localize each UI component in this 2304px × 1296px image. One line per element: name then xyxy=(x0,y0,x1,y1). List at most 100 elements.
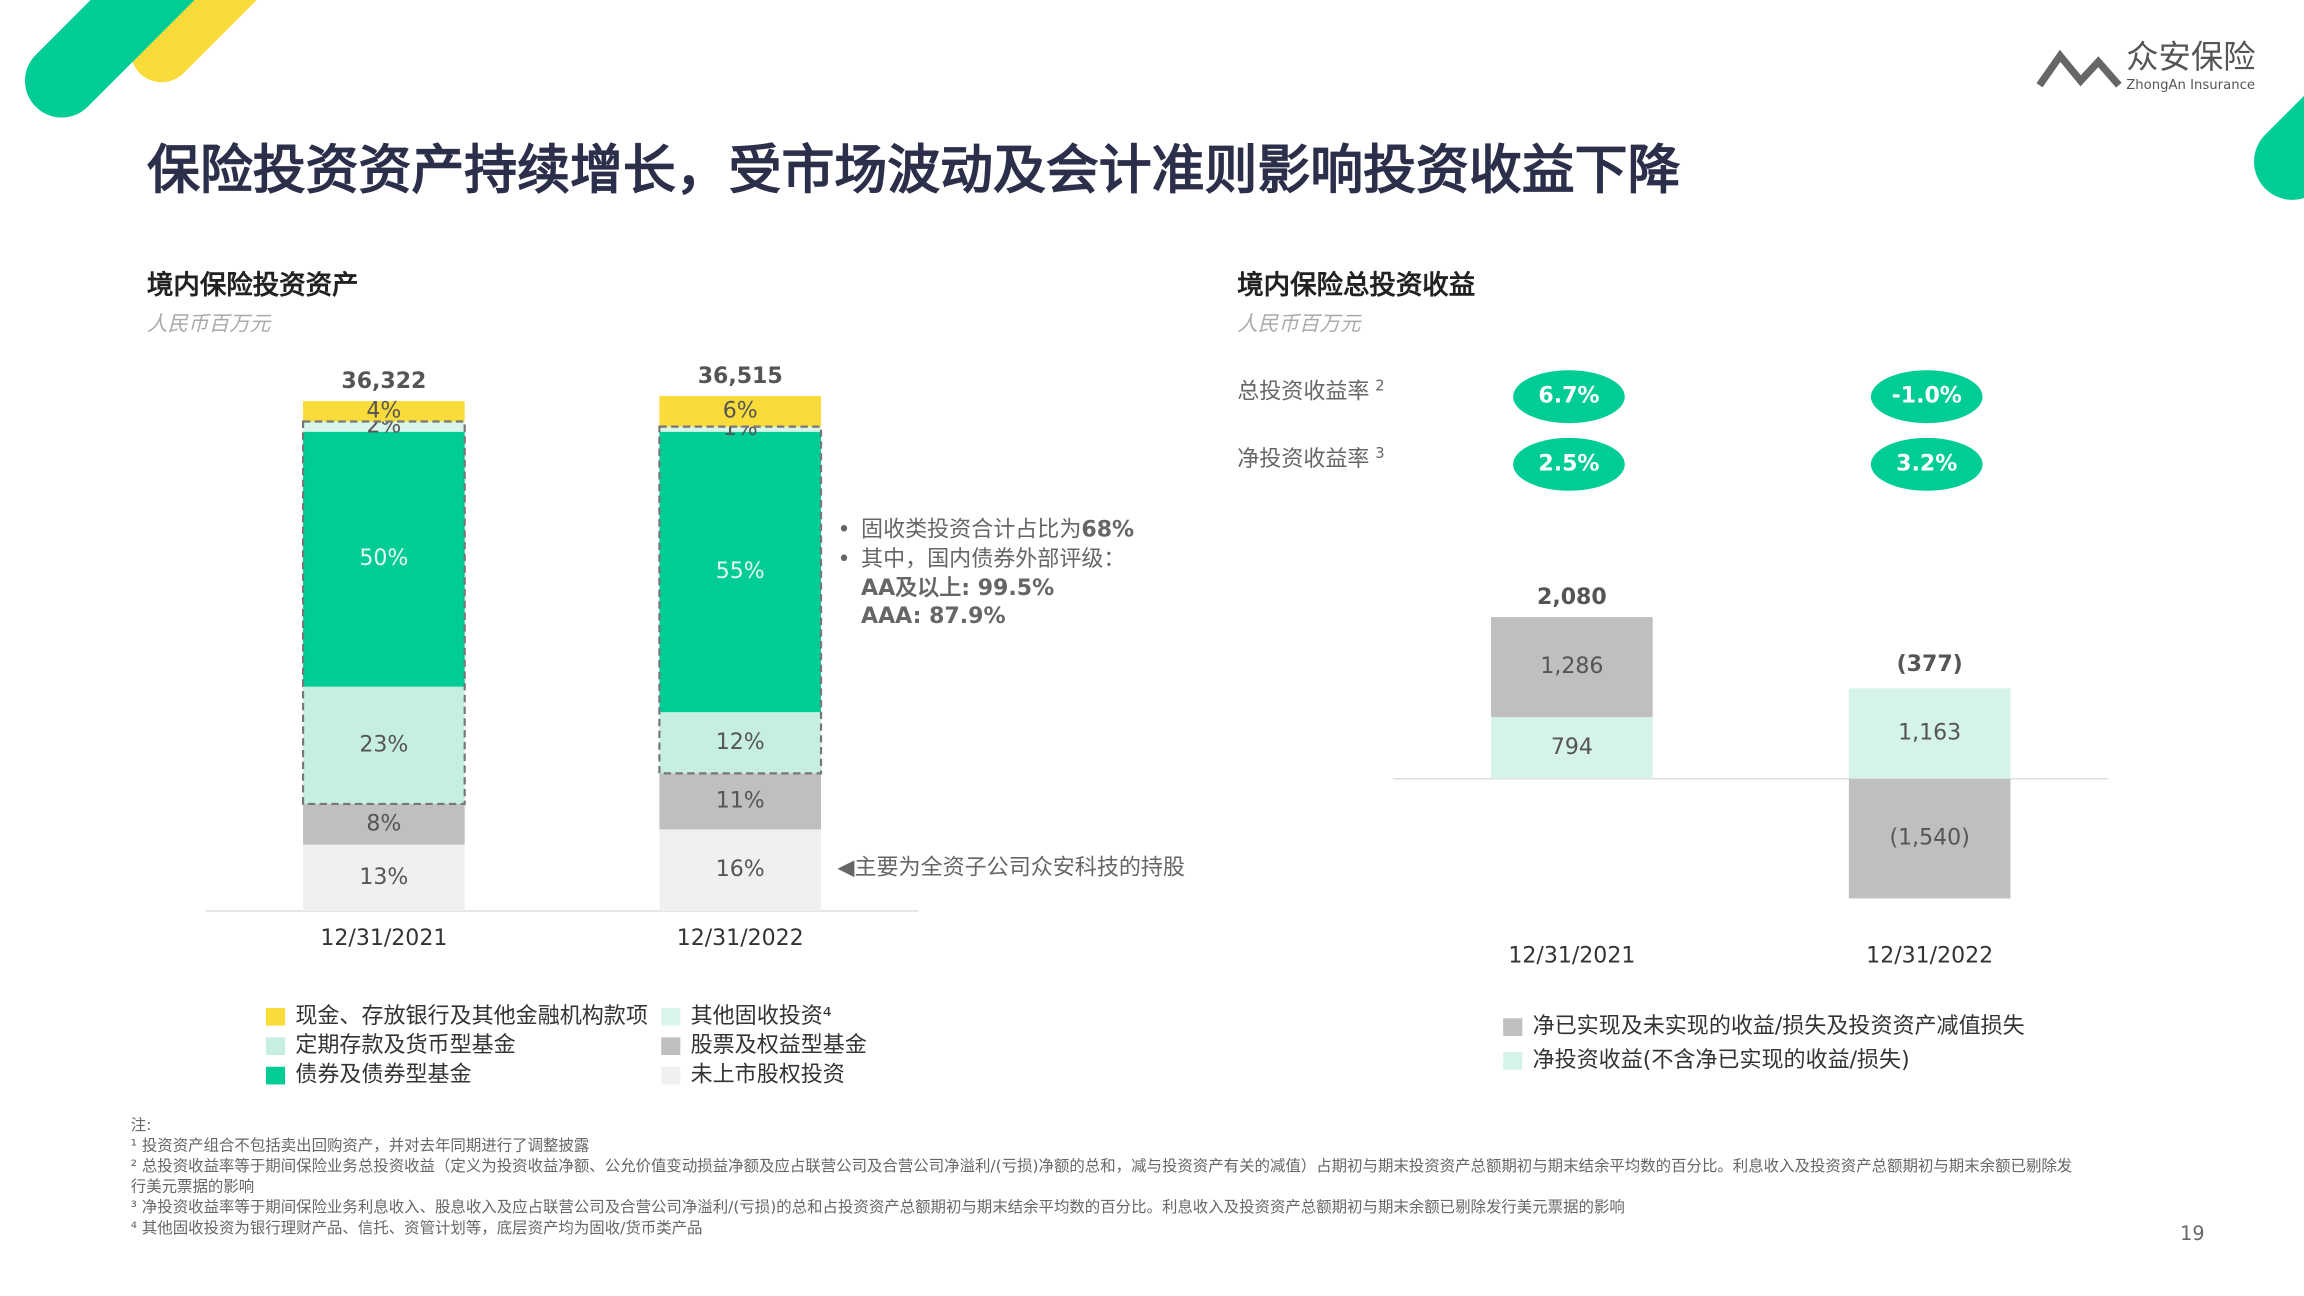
data-label: 50% xyxy=(359,546,408,571)
rating: AA及以上: 99.5% xyxy=(861,576,1054,601)
rating: AAA: 87.9% xyxy=(861,604,1005,629)
bar-segment xyxy=(659,431,822,713)
data-label: 16% xyxy=(716,857,765,882)
rate-name: 总投资收益率 xyxy=(1237,379,1369,404)
total-label: 36,322 xyxy=(341,369,426,394)
page-number: 19 xyxy=(2180,1222,2204,1245)
bullet: • xyxy=(838,547,851,572)
legend-swatch xyxy=(1503,1052,1523,1070)
data-label: 12% xyxy=(716,730,765,755)
data-label: 13% xyxy=(359,865,408,890)
x-tick-label: 12/31/2022 xyxy=(1866,944,1993,969)
bar-segment xyxy=(303,421,465,432)
legend-swatch xyxy=(661,1008,681,1026)
bar-segment xyxy=(1848,778,2011,899)
data-label: 6% xyxy=(723,398,758,423)
legend-label: 股票及权益型基金 xyxy=(691,1033,867,1058)
logo: 众安保险 xyxy=(2126,38,2255,76)
bullet-text: 固收类投资合计占比为 xyxy=(861,517,1081,542)
legend-label: 定期存款及货币型基金 xyxy=(295,1033,515,1058)
data-label: 55% xyxy=(716,559,765,584)
rate-label: 总投资收益率 2 xyxy=(1237,377,1384,404)
legend-label: 债券及债券型基金 xyxy=(295,1063,471,1088)
bar-segment xyxy=(659,712,822,774)
footnotes: 注: ¹ 投资资产组合不包括卖出回购资产，并对去年同期进行了调整披露 ² 总投资收… xyxy=(131,1115,2085,1238)
rate-label: 净投资收益率 3 xyxy=(1237,445,1384,472)
bar-segment xyxy=(303,431,465,687)
rate-pill xyxy=(1513,437,1625,491)
legend-swatch xyxy=(661,1037,681,1056)
decor-green-right xyxy=(2254,95,2304,200)
bar-segment xyxy=(1848,688,2011,779)
rate-value: 2.5% xyxy=(1538,451,1599,476)
chart-subtitle: 人民币百万元 xyxy=(1237,312,1362,336)
data-label: 794 xyxy=(1551,735,1593,760)
rate-value: -1.0% xyxy=(1892,384,1962,409)
bar-segment xyxy=(303,844,465,912)
footnote: ⁴ 其他固收投资为银行理财产品、信托、资管计划等，底层资产均为固收/货币类产品 xyxy=(130,1219,703,1238)
rate-note: 2 xyxy=(1375,377,1384,394)
fixed-income-box xyxy=(658,425,823,775)
footnote: ³ 净投资收益率等于期间保险业务利息收入、股息收入及应占联营公司及合营公司净溢利… xyxy=(130,1199,1625,1217)
bar-segment xyxy=(303,401,465,422)
data-label: 8% xyxy=(366,811,401,836)
legend-swatch xyxy=(661,1066,681,1085)
bar-segment xyxy=(303,803,465,845)
legend-label: 其他固收投资⁴ xyxy=(691,1004,832,1029)
bar-segment xyxy=(659,426,822,432)
bullet-bold: 68% xyxy=(1081,517,1134,542)
x-tick-label: 12/31/2021 xyxy=(320,926,447,951)
total-label: 2,080 xyxy=(1537,585,1607,610)
bullet-text: 其中，国内债券外部评级： xyxy=(861,547,1125,572)
data-label: 1,286 xyxy=(1540,654,1603,679)
slide-title: 保险投资资产持续增长，受市场波动及会计准则影响投资收益下降 xyxy=(147,140,1681,201)
x-tick-label: 12/31/2021 xyxy=(1508,944,1635,969)
legend-swatch xyxy=(265,1008,286,1026)
bar-segment xyxy=(1491,717,1653,779)
total-label: (377) xyxy=(1897,652,1963,677)
rate-name: 净投资收益率 xyxy=(1237,447,1369,472)
chart-title: 境内保险投资资产 xyxy=(147,270,359,301)
x-tick-label: 12/31/2022 xyxy=(677,926,804,951)
bar-segment xyxy=(1491,617,1653,718)
legend-label: 现金、存放银行及其他金融机构款项 xyxy=(295,1004,648,1029)
data-label: 11% xyxy=(716,788,765,813)
legend-swatch xyxy=(265,1037,286,1056)
data-label: 23% xyxy=(359,732,408,757)
data-label: (1,540) xyxy=(1890,826,1970,851)
data-label: 4% xyxy=(366,398,401,423)
legend-label: 净已实现及未实现的收益/损失及投资资产减值损失 xyxy=(1533,1014,2025,1039)
legend-label: 净投资收益(不含净已实现的收益/损失) xyxy=(1533,1048,1910,1073)
rate-value: 6.7% xyxy=(1538,384,1599,409)
footnote-title: 注: xyxy=(130,1116,152,1135)
legend-swatch xyxy=(265,1066,286,1085)
bullet-text: 固收类投资合计占比为68% xyxy=(861,517,1134,542)
rate-pill xyxy=(1870,370,1983,424)
logo-icon xyxy=(2036,49,2122,88)
fixed-income-box xyxy=(301,420,466,806)
footnote: ² 总投资收益率等于期间保险业务总投资收益（定义为投资收益净额、公允价值变动损益… xyxy=(130,1157,2073,1197)
rate-pill xyxy=(1870,437,1983,491)
logo-sub: ZhongAn Insurance xyxy=(2126,78,2255,93)
rate-value: 3.2% xyxy=(1896,451,1957,476)
data-label: 1,163 xyxy=(1898,721,1961,746)
footnote: ¹ 投资资产组合不包括卖出回购资产，并对去年同期进行了调整披露 xyxy=(130,1137,590,1155)
legend-label: 未上市股权投资 xyxy=(691,1063,845,1088)
decor-yellow xyxy=(130,0,257,83)
bar-segment xyxy=(303,686,465,804)
bar-segment xyxy=(659,829,822,912)
legend-swatch xyxy=(1503,1018,1523,1036)
chart-title: 境内保险总投资收益 xyxy=(1237,270,1475,301)
decor-green xyxy=(24,0,195,118)
rate-pill xyxy=(1513,370,1625,424)
bullet: • xyxy=(838,517,851,542)
rate-note: 3 xyxy=(1375,445,1384,462)
callout: ◀主要为全资子公司众安科技的持股 xyxy=(838,855,1185,880)
total-label: 36,515 xyxy=(698,364,783,389)
bar-segment xyxy=(659,773,822,830)
bar-segment xyxy=(659,396,822,427)
chart-subtitle: 人民币百万元 xyxy=(147,312,272,336)
